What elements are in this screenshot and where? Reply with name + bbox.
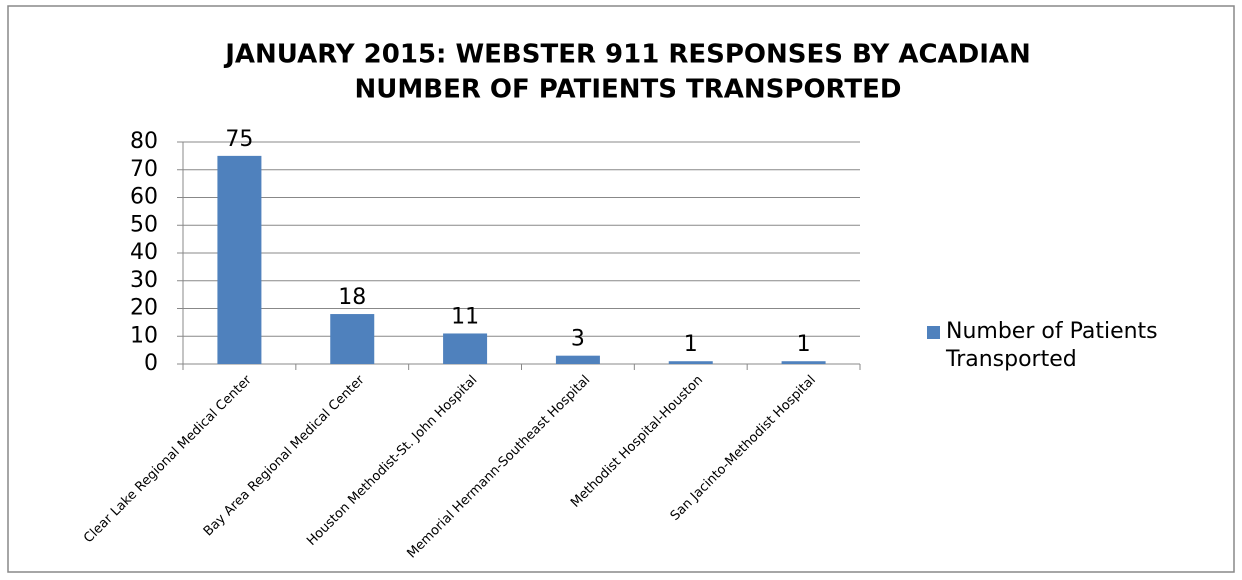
chart-subtitle: NUMBER OF PATIENTS TRANSPORTED	[355, 75, 902, 105]
y-tick-label: 10	[130, 323, 158, 348]
bar	[781, 361, 826, 364]
value-label: 18	[338, 285, 366, 310]
y-tick-label: 50	[130, 212, 158, 237]
y-tick-label: 70	[130, 157, 158, 182]
y-tick-label: 60	[130, 185, 158, 210]
chart-title: JANUARY 2015: WEBSTER 911 RESPONSES BY A…	[223, 40, 1031, 70]
bar	[668, 361, 713, 364]
value-label: 11	[451, 304, 479, 329]
value-label: 1	[797, 332, 811, 357]
legend-label: Number of Patients Transported	[946, 319, 1158, 372]
legend-swatch	[927, 326, 940, 339]
y-tick-label: 30	[130, 268, 158, 293]
y-tick-label: 20	[130, 296, 158, 321]
y-tick-label: 40	[130, 240, 158, 265]
bar	[443, 333, 488, 364]
bar	[555, 355, 600, 364]
chart-frame	[7, 5, 1235, 573]
value-label: 75	[225, 127, 253, 152]
bar	[217, 155, 262, 364]
bar	[330, 314, 375, 364]
y-tick-label: 80	[130, 129, 158, 154]
value-label: 3	[571, 327, 585, 352]
value-label: 1	[684, 332, 698, 357]
y-tick-label: 0	[144, 351, 158, 376]
